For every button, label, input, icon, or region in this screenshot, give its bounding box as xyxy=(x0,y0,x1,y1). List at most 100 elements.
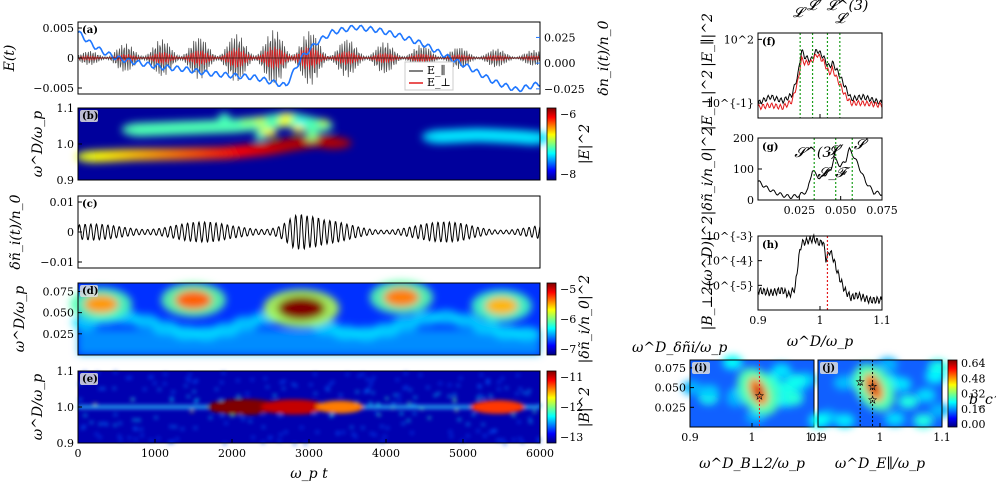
heatmap-noise xyxy=(81,427,85,430)
heatmap-noise xyxy=(156,437,160,440)
line-annotation: 𝓛 xyxy=(793,5,807,21)
heatmap-noise xyxy=(401,422,405,425)
star-marker: ☆ xyxy=(855,375,865,388)
heatmap-noise xyxy=(453,400,457,403)
heatmap-field xyxy=(75,112,551,163)
heatmap-noise xyxy=(113,413,117,416)
heatmap-hotspot xyxy=(260,399,327,415)
heatmap-noise xyxy=(481,423,485,426)
panel-g: 200 100 0 0.025 0.050 0.075 𝓢^(3) 𝓢_𝓕 𝓢″ 𝓢′ |δñ_i/… xyxy=(700,127,898,217)
heatmap-noise xyxy=(517,420,521,423)
y-tick-label: 0.01 xyxy=(50,196,75,209)
heatmap-noise xyxy=(369,402,373,405)
heatmap-noise xyxy=(404,372,408,375)
panel-label-box xyxy=(80,373,98,385)
heatmap-noise xyxy=(366,389,370,392)
heatmap-band xyxy=(78,329,540,355)
x-tick-label: 0.050 xyxy=(825,204,857,217)
colorbar-tick-label: 0.16 xyxy=(961,403,986,416)
series-line-e-perp xyxy=(77,46,540,70)
y-tick-label: 1.1 xyxy=(57,102,75,115)
panel-j: ☆ ☆☆ 0.9 1 1.1 ω^D_E∥/ω_p (j) 0.64 0.48 0.32 0.16 0… xyxy=(808,357,996,472)
colorbar-label: |B|^2 xyxy=(577,387,593,427)
x-tick-label: 6000 xyxy=(526,447,554,460)
heatmap-speckle xyxy=(278,118,291,127)
panel-h: 10^{-3} 10^{-4} 10^{-5} 0.9 1 1.1 |B_⊥2(ω^D)|^… xyxy=(700,216,891,350)
heatmap-noise xyxy=(209,416,213,419)
heatmap-noise xyxy=(489,394,493,397)
series-line-b-spectrum xyxy=(757,233,883,306)
heatmap-noise xyxy=(537,440,541,443)
y2-axis-label: δn_i(t)/n_0 xyxy=(596,20,612,95)
heatmap-noise xyxy=(222,372,226,375)
heatmap-noise xyxy=(413,412,417,415)
heatmap-noise xyxy=(456,384,460,387)
x-tick-label: 1000 xyxy=(141,447,169,460)
heatmap-noise xyxy=(453,397,457,400)
heatmap-noise xyxy=(486,382,490,385)
y-tick-label: 1.0 xyxy=(57,401,75,414)
y-tick-label: 0.025 xyxy=(43,328,75,341)
y-tick-label: 0.9 xyxy=(57,437,75,450)
panel-label-box xyxy=(80,110,98,122)
colorbar-tick-label: −5 xyxy=(560,283,576,296)
heatmap-hotspot xyxy=(207,399,280,415)
heatmap-cell xyxy=(771,363,792,378)
heatmap-ridge-cell xyxy=(315,137,352,150)
x-tick-label: 2000 xyxy=(218,447,246,460)
colorbar-tick-label: −12 xyxy=(560,401,583,414)
heatmap-noise xyxy=(304,442,308,445)
y-tick-label: 0 xyxy=(67,52,74,65)
heatmap-noise xyxy=(245,392,249,395)
heatmap-hotspot xyxy=(470,400,525,414)
heatmap-noise xyxy=(224,422,228,425)
y-tick-label: −0.01 xyxy=(40,256,74,269)
heatmap-noise xyxy=(478,393,482,396)
heatmap-noise xyxy=(453,393,457,396)
heatmap-noise xyxy=(294,384,298,387)
colorbar-tick-label: −13 xyxy=(560,431,583,444)
y-tick-label: 0.025 xyxy=(655,401,687,414)
x-axis-label: ω^D/ω_p xyxy=(787,334,854,350)
x-tick-label: 5000 xyxy=(449,447,477,460)
heatmap-noise xyxy=(238,414,242,417)
heatmap-noise xyxy=(250,378,254,381)
heatmap-noise xyxy=(251,436,255,439)
star-marker: ☆ xyxy=(755,389,765,402)
heatmap-noise xyxy=(460,439,464,442)
heatmap-cell xyxy=(722,355,743,370)
heatmap-noise xyxy=(187,379,191,382)
heatmap-noise xyxy=(448,430,452,433)
heatmap-noise xyxy=(459,377,463,380)
heatmap-noise xyxy=(437,392,441,395)
heatmap-noise xyxy=(501,439,505,442)
heatmap-noise xyxy=(376,402,380,405)
heatmap-noise xyxy=(374,412,378,415)
heatmap-noise xyxy=(98,436,102,439)
heatmap-noise xyxy=(128,376,132,379)
colorbar-tick-label: −6 xyxy=(560,108,576,121)
series-line-density-fluct xyxy=(77,213,541,251)
heatmap-blob xyxy=(485,297,518,315)
heatmap-noise xyxy=(163,373,167,376)
y-tick-label: 0.9 xyxy=(57,174,75,187)
heatmap-speckle xyxy=(317,119,330,128)
heatmap-noise xyxy=(477,384,481,387)
colorbar xyxy=(546,107,557,181)
heatmap-noise xyxy=(454,409,458,412)
heatmap-noise xyxy=(262,426,266,429)
heatmap-cell xyxy=(512,326,541,341)
heatmap-noise xyxy=(186,395,190,398)
heatmap-noise xyxy=(345,373,349,376)
heatmap-noise xyxy=(331,381,335,384)
heatmap-noise xyxy=(193,426,197,429)
heatmap-noise xyxy=(282,380,286,383)
heatmap-noise xyxy=(78,398,82,401)
heatmap-noise xyxy=(355,390,359,393)
heatmap-noise xyxy=(408,388,412,391)
heatmap-noise xyxy=(154,416,158,419)
x-tick-label: 4000 xyxy=(372,447,400,460)
heatmap-noise xyxy=(132,418,136,421)
panel-e: 1.1 1.0 0.90 1000 2000 3000 4000 5000 6000 ω^D/ω_… xyxy=(30,365,593,482)
